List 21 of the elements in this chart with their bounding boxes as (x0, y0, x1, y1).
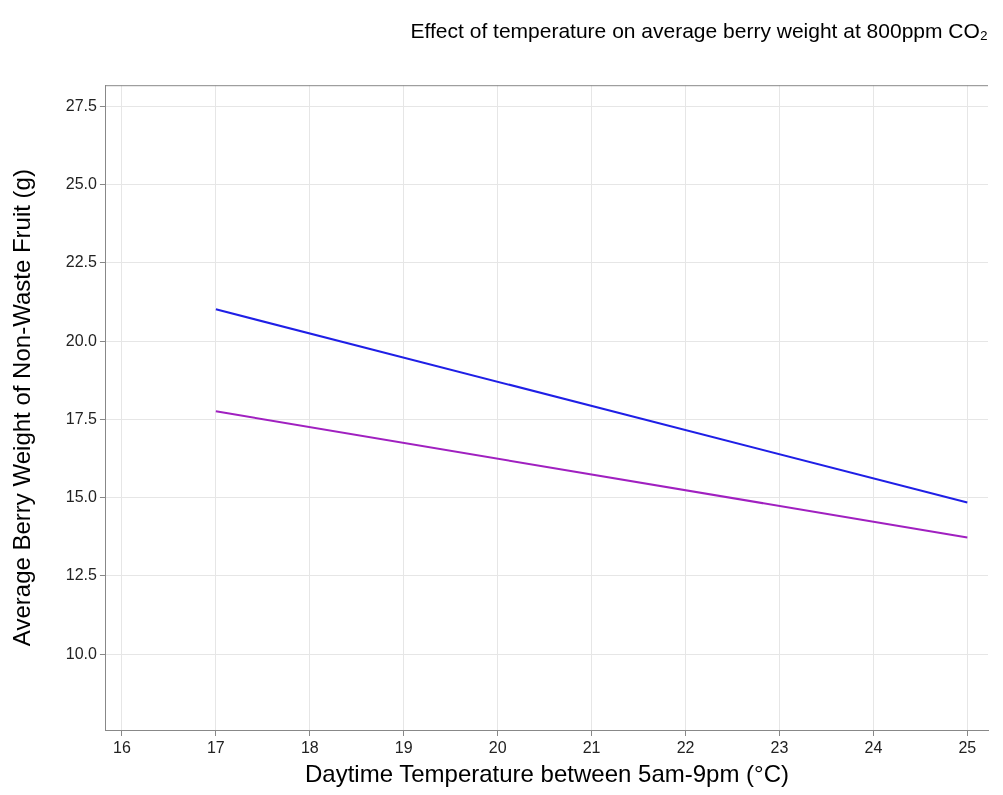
x-tick-label: 17 (206, 739, 225, 757)
y-tick-label: 22.5 (65, 253, 98, 271)
x-tick-label: 25 (958, 739, 977, 757)
y-tick-label: 12.5 (65, 566, 98, 584)
y-tick-label: 17.5 (65, 409, 98, 427)
x-axis-title: Daytime Temperature between 5am-9pm (°C) (304, 760, 789, 788)
x-tick-label: 24 (864, 739, 883, 757)
x-tick-label: 20 (488, 739, 507, 757)
y-tick-label: 20.0 (65, 331, 98, 349)
x-tick-label: 16 (113, 739, 131, 757)
y-tick-label: 15.0 (65, 488, 98, 506)
y-axis-title: Average Berry Weight of Non-Waste Fruit (g) (8, 169, 36, 647)
x-tick-label: 18 (300, 739, 319, 757)
y-tick-label: 10.0 (65, 644, 98, 662)
x-tick-label: 21 (582, 739, 601, 757)
x-tick-label: 19 (394, 739, 413, 757)
y-tick-label: 27.5 (65, 96, 98, 114)
x-tick-label: 23 (770, 739, 789, 757)
chart-title: Effect of temperature on average berry weight at 800ppm CO₂ (410, 19, 988, 43)
x-tick-label: 22 (676, 739, 695, 757)
y-tick-label: 25.0 (65, 175, 98, 193)
